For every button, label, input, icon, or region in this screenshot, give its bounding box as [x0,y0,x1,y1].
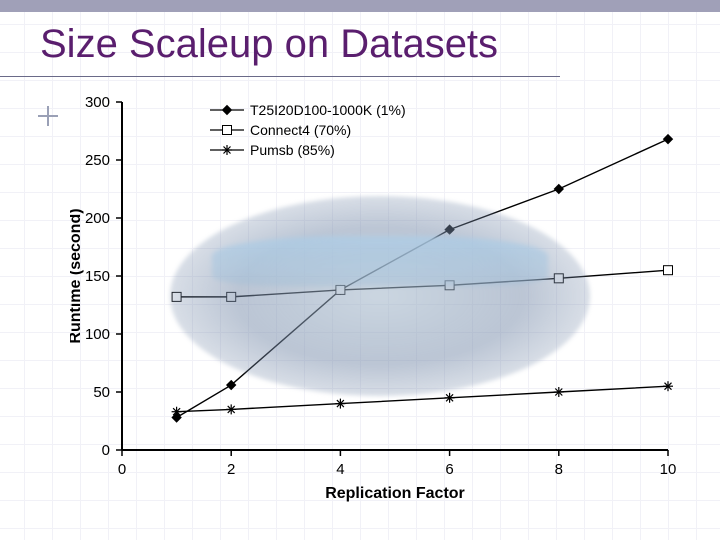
chart-container: 0246810050100150200250300Replication Fac… [70,96,690,516]
legend-label: Pumsb (85%) [250,142,335,158]
x-axis-label: Replication Factor [325,485,465,502]
legend-label: Connect4 (70%) [250,122,351,138]
y-tick-label: 300 [85,96,110,111]
y-tick-label: 200 [85,210,110,227]
x-tick-label: 0 [118,461,126,478]
background-image-oval [170,196,590,396]
y-tick-label: 0 [102,442,110,459]
x-tick-label: 6 [445,461,453,478]
x-tick-label: 10 [660,461,677,478]
x-tick-label: 4 [336,461,344,478]
corner-plus-icon [38,106,58,126]
x-tick-label: 8 [555,461,563,478]
x-tick-label: 2 [227,461,235,478]
slide-title: Size Scaleup on Datasets [40,22,498,67]
y-tick-label: 50 [93,384,110,401]
y-axis-label: Runtime (second) [70,208,84,343]
legend-label: T25I20D100-1000K (1%) [250,102,406,118]
y-tick-label: 100 [85,326,110,343]
y-tick-label: 250 [85,152,110,169]
slide-topbar [0,0,720,12]
y-tick-label: 150 [85,268,110,285]
title-underline [0,76,560,77]
